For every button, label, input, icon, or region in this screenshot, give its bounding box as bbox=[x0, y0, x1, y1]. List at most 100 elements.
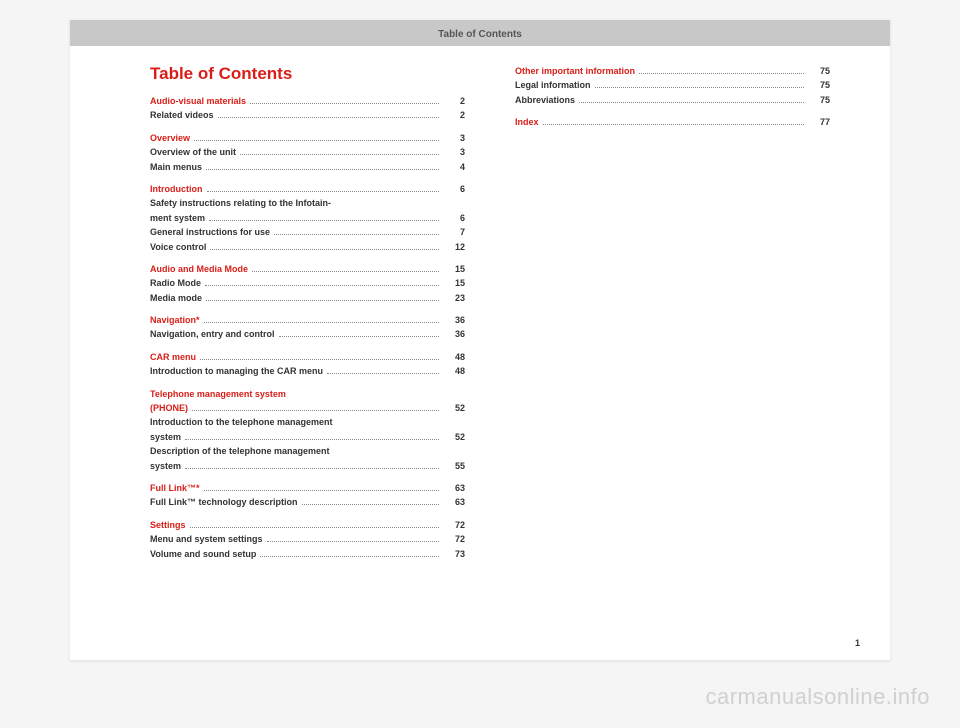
toc-sub-label: Media mode bbox=[150, 291, 202, 305]
toc-sub-label: ment system bbox=[150, 211, 205, 225]
toc-section-label: Audio and Media Mode bbox=[150, 262, 248, 276]
toc-row: Settings72 bbox=[150, 518, 465, 532]
toc-dots bbox=[185, 468, 439, 469]
toc-dots bbox=[207, 191, 440, 192]
toc-page-number: 75 bbox=[808, 93, 830, 107]
toc-page-number: 48 bbox=[443, 364, 465, 378]
toc-page-number: 12 bbox=[443, 240, 465, 254]
toc-row: Introduction6 bbox=[150, 182, 465, 196]
toc-column-right: Other important information75Legal infor… bbox=[515, 64, 830, 561]
toc-sub-label: Introduction to managing the CAR menu bbox=[150, 364, 323, 378]
toc-row: ment system 6 bbox=[150, 211, 465, 225]
toc-page-number: 15 bbox=[443, 262, 465, 276]
toc-dots bbox=[190, 527, 439, 528]
toc-row: Legal information 75 bbox=[515, 78, 830, 92]
toc-row: system52 bbox=[150, 430, 465, 444]
toc-dots bbox=[327, 373, 439, 374]
toc-dots bbox=[185, 439, 439, 440]
toc-sub-label: Abbreviations bbox=[515, 93, 575, 107]
toc-row: Radio Mode15 bbox=[150, 276, 465, 290]
toc-list-left: Audio-visual materials 2Related videos 2 Ov… bbox=[150, 94, 465, 561]
toc-page-number: 2 bbox=[443, 108, 465, 122]
toc-dots bbox=[205, 285, 439, 286]
toc-row: Main menus 4 bbox=[150, 160, 465, 174]
toc-sub-label: Volume and sound setup bbox=[150, 547, 256, 561]
toc-page-number: 3 bbox=[443, 131, 465, 145]
toc-sub-label: system bbox=[150, 459, 181, 473]
toc-row: Navigation*36 bbox=[150, 313, 465, 327]
toc-row: Abbreviations 75 bbox=[515, 93, 830, 107]
toc-dots bbox=[279, 336, 439, 337]
toc-row: Volume and sound setup73 bbox=[150, 547, 465, 561]
toc-row: Navigation, entry and control36 bbox=[150, 327, 465, 341]
toc-sub-label: Menu and system settings bbox=[150, 532, 263, 546]
header-title: Table of Contents bbox=[438, 29, 522, 40]
toc-sub-label: Overview of the unit bbox=[150, 145, 236, 159]
toc-list-right: Other important information75Legal infor… bbox=[515, 64, 830, 130]
toc-sub-label: Main menus bbox=[150, 160, 202, 174]
toc-dots bbox=[250, 103, 439, 104]
toc-sub-label: Voice control bbox=[150, 240, 206, 254]
toc-sub-label: Related videos bbox=[150, 108, 214, 122]
toc-dots bbox=[200, 359, 439, 360]
toc-column-left: Table of Contents Audio-visual materials… bbox=[150, 64, 465, 561]
toc-row: Overview 3 bbox=[150, 131, 465, 145]
toc-section-label: (PHONE) bbox=[150, 401, 188, 415]
toc-row: Other important information 75 bbox=[515, 64, 830, 78]
document-page: Table of Contents Table of Contents Audi… bbox=[70, 20, 890, 660]
toc-section-label: Index bbox=[515, 115, 539, 129]
toc-page-number: 63 bbox=[443, 495, 465, 509]
toc-section-label: Introduction bbox=[150, 182, 203, 196]
toc-sub-label: Navigation, entry and control bbox=[150, 327, 275, 341]
toc-page-number: 75 bbox=[808, 64, 830, 78]
page-number: 1 bbox=[855, 638, 860, 648]
toc-sub-label: General instructions for use bbox=[150, 225, 270, 239]
main-title: Table of Contents bbox=[150, 64, 465, 84]
section-gap bbox=[150, 510, 465, 518]
toc-section-label: Other important information bbox=[515, 64, 635, 78]
toc-dots bbox=[252, 271, 439, 272]
toc-row: Audio and Media Mode 15 bbox=[150, 262, 465, 276]
toc-page-number: 3 bbox=[443, 145, 465, 159]
toc-sub-label: Safety instructions relating to the Info… bbox=[150, 196, 331, 210]
toc-row: Telephone management system bbox=[150, 387, 465, 401]
toc-dots bbox=[192, 410, 439, 411]
toc-dots bbox=[206, 300, 439, 301]
toc-row: Overview of the unit 3 bbox=[150, 145, 465, 159]
toc-dots bbox=[579, 102, 804, 103]
toc-row: Full Link™ technology description63 bbox=[150, 495, 465, 509]
section-gap bbox=[150, 379, 465, 387]
toc-dots bbox=[206, 169, 439, 170]
toc-section-label: Audio-visual materials bbox=[150, 94, 246, 108]
toc-dots bbox=[210, 249, 439, 250]
toc-row: Full Link™*63 bbox=[150, 481, 465, 495]
toc-dots bbox=[260, 556, 439, 557]
toc-row: Related videos 2 bbox=[150, 108, 465, 122]
toc-row: Media mode23 bbox=[150, 291, 465, 305]
toc-row: Introduction to managing the CAR menu 48 bbox=[150, 364, 465, 378]
toc-dots bbox=[218, 117, 439, 118]
toc-section-label: Full Link™* bbox=[150, 481, 200, 495]
toc-sub-label: Description of the telephone management bbox=[150, 444, 330, 458]
toc-dots bbox=[302, 504, 439, 505]
toc-page-number: 75 bbox=[808, 78, 830, 92]
content-area: Table of Contents Audio-visual materials… bbox=[70, 46, 890, 571]
toc-page-number: 48 bbox=[443, 350, 465, 364]
toc-page-number: 6 bbox=[443, 211, 465, 225]
section-gap bbox=[515, 107, 830, 115]
toc-section-label: Telephone management system bbox=[150, 387, 286, 401]
toc-section-label: Overview bbox=[150, 131, 190, 145]
toc-dots bbox=[267, 541, 439, 542]
section-gap bbox=[150, 254, 465, 262]
toc-page-number: 4 bbox=[443, 160, 465, 174]
toc-row: system 55 bbox=[150, 459, 465, 473]
toc-row: Introduction to the telephone management bbox=[150, 415, 465, 429]
toc-page-number: 7 bbox=[443, 225, 465, 239]
section-gap bbox=[150, 342, 465, 350]
toc-page-number: 52 bbox=[443, 401, 465, 415]
toc-sub-label: Legal information bbox=[515, 78, 591, 92]
toc-dots bbox=[240, 154, 439, 155]
toc-page-number: 55 bbox=[443, 459, 465, 473]
toc-section-label: CAR menu bbox=[150, 350, 196, 364]
section-gap bbox=[150, 174, 465, 182]
